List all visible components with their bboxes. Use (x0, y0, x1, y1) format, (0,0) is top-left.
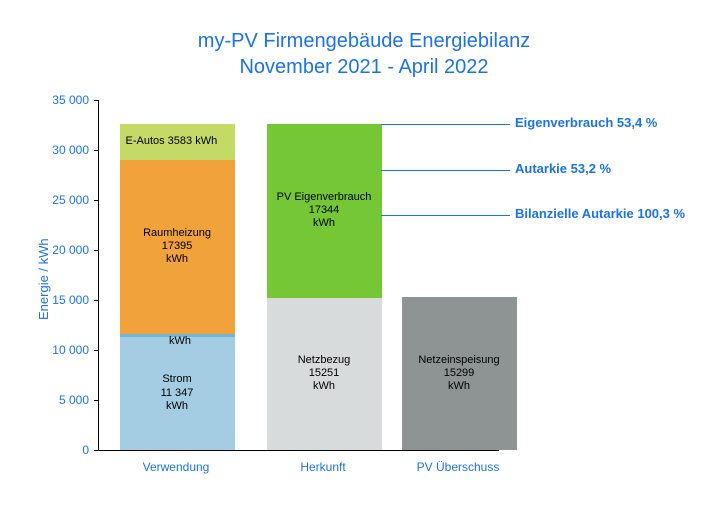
y-tick-label: 0 (37, 443, 89, 457)
y-tick-label: 10 000 (37, 343, 89, 357)
y-tick-mark (94, 300, 99, 301)
y-tick-mark (94, 400, 99, 401)
segment-label-line: Netzeinspeisung (418, 354, 499, 367)
title-line1: my-PV Firmengebäude Energiebilanz (198, 30, 530, 52)
x-tick-label: Verwendung (106, 460, 246, 474)
segment-label-line: kWh (166, 253, 188, 266)
segment-label-line: kWh (448, 380, 470, 393)
segment-label-line: 17395 (162, 240, 193, 253)
segment-label-line: 11 347 (161, 387, 194, 400)
chart-page: my-PV Firmengebäude Energiebilanz Novemb… (0, 0, 728, 515)
title-line2: November 2021 - April 2022 (239, 56, 488, 78)
bar-group: Netzeinspeisung15299kWh (402, 297, 517, 450)
annotation-leader-line (381, 124, 511, 125)
bar-group: Netzbezug15251kWhPV Eigenverbrauch17344k… (267, 124, 382, 450)
segment-label-line: kWh (313, 380, 335, 393)
annotation-text: Bilanzielle Autarkie 100,3 % (515, 206, 685, 221)
x-tick-label: Herkunft (253, 460, 393, 474)
segment-label-line: 15251 (309, 367, 340, 380)
bar-segment: Raumheizung17395kWh (120, 160, 235, 334)
bar-segment: PV Eigenverbrauch17344kWh (267, 124, 382, 297)
segment-label-line: 15299 (444, 367, 475, 380)
y-tick-mark (94, 100, 99, 101)
bar-segment: Netzbezug15251kWh (267, 298, 382, 451)
segment-label-line: kWh (313, 217, 335, 230)
y-tick-label: 5 000 (37, 393, 89, 407)
segment-label-line: PV Eigenverbrauch (277, 191, 372, 204)
segment-label-line: E-Autos 3583 kWh (126, 135, 218, 148)
annotation-leader-line (381, 215, 511, 216)
segment-label-line: Strom (162, 373, 191, 386)
y-tick-mark (94, 200, 99, 201)
chart-title: my-PV Firmengebäude Energiebilanz Novemb… (0, 28, 728, 80)
y-tick-label: 20 000 (37, 243, 89, 257)
annotation-leader-line (381, 170, 511, 171)
annotation-text: Autarkie 53,2 % (515, 161, 611, 176)
y-tick-label: 25 000 (37, 193, 89, 207)
segment-label-line: Netzbezug (298, 354, 351, 367)
y-tick-label: 15 000 (37, 293, 89, 307)
plot-area: 05 00010 00015 00020 00025 00030 00035 0… (98, 100, 499, 451)
segment-label-line: kWh (166, 400, 188, 413)
y-tick-mark (94, 250, 99, 251)
bar-segment: Strom11 347kWh (120, 337, 235, 450)
y-tick-mark (94, 350, 99, 351)
bar-segment: E-Autos 3583 kWh (120, 124, 235, 160)
x-tick-label: PV Überschuss (388, 460, 528, 474)
y-tick-label: 35 000 (37, 93, 89, 107)
annotation-text: Eigenverbrauch 53,4 % (515, 115, 657, 130)
y-tick-mark (94, 450, 99, 451)
segment-label-line: Raumheizung (143, 227, 211, 240)
segment-label-line: 17344 (309, 204, 340, 217)
bar-segment: Warmwasser 270 kWh (120, 334, 235, 337)
bar-segment: Netzeinspeisung15299kWh (402, 297, 517, 450)
y-tick-mark (94, 150, 99, 151)
bar-group: Strom11 347kWhWarmwasser 270 kWhRaumheiz… (120, 124, 235, 450)
y-tick-label: 30 000 (37, 143, 89, 157)
